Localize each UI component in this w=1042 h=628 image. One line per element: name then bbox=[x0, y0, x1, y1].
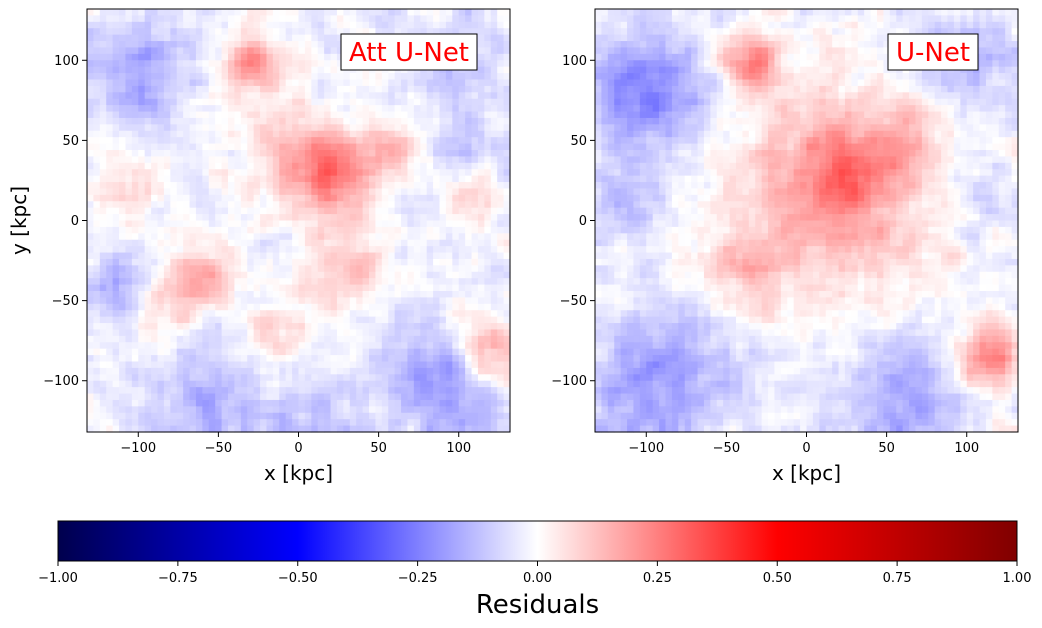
att-unet-y-ticks: −100 −50 0 50 100 bbox=[43, 54, 87, 389]
x-tick-label: 100 bbox=[446, 441, 471, 456]
unet-heatmap bbox=[595, 9, 1019, 433]
x-tick-label: 0 bbox=[294, 441, 302, 456]
colorbar-tick-label: −0.50 bbox=[278, 571, 318, 586]
y-tick-label: 50 bbox=[570, 134, 587, 149]
x-tick-label: 100 bbox=[954, 441, 979, 456]
att-unet-y-axis-label: y [kpc] bbox=[7, 186, 31, 255]
att-unet-title: Att U-Net bbox=[349, 38, 469, 68]
colorbar-tick-label: −0.75 bbox=[158, 571, 198, 586]
x-tick-label: 0 bbox=[802, 441, 810, 456]
x-tick-label: −50 bbox=[205, 441, 232, 456]
unet-title-box bbox=[887, 33, 979, 71]
y-tick-label: 50 bbox=[62, 134, 79, 149]
x-tick-label: 50 bbox=[370, 441, 387, 456]
colorbar-gradient bbox=[57, 520, 1018, 562]
colorbar-tick-label: 0.50 bbox=[763, 571, 792, 586]
att-unet-x-axis-label: x [kpc] bbox=[264, 461, 333, 485]
colorbar-tick-label: 0.75 bbox=[883, 571, 912, 586]
unet-x-axis-label: x [kpc] bbox=[772, 461, 841, 485]
colorbar-label: Residuals bbox=[476, 590, 599, 620]
unet-y-ticks: −100 −50 0 50 100 bbox=[551, 54, 595, 389]
y-tick-label: 0 bbox=[579, 214, 587, 229]
y-tick-label: −100 bbox=[43, 374, 79, 389]
att-unet-title-box bbox=[340, 33, 478, 71]
colorbar-ticks: −1.00 −0.75 −0.50 −0.25 0.00 0.25 0.50 0.75 1.00 bbox=[38, 561, 1031, 586]
y-tick-label: 0 bbox=[71, 214, 79, 229]
y-tick-label: 100 bbox=[562, 54, 587, 69]
unet-title: U-Net bbox=[896, 38, 970, 68]
colorbar: −1.00 −0.75 −0.50 −0.25 0.00 0.25 0.50 0.75 1.00… bbox=[38, 520, 1031, 620]
colorbar-tick-label: 0.25 bbox=[643, 571, 672, 586]
colorbar-tick-label: 1.00 bbox=[1003, 571, 1032, 586]
x-tick-label: −100 bbox=[120, 441, 156, 456]
y-tick-label: −50 bbox=[52, 294, 79, 309]
att-unet-panel: −100 −50 0 50 100 −100 −50 0 50 100 Att U-Net x … bbox=[7, 8, 511, 485]
x-tick-label: −100 bbox=[628, 441, 664, 456]
att-unet-heatmap bbox=[87, 9, 511, 433]
att-unet-x-ticks: −100 −50 0 50 100 bbox=[120, 432, 471, 456]
unet-panel: −100 −50 0 50 100 −100 −50 0 50 100 U-Net x [kpc… bbox=[551, 8, 1019, 485]
unet-x-ticks: −100 −50 0 50 100 bbox=[628, 432, 979, 456]
y-tick-label: 100 bbox=[54, 54, 79, 69]
colorbar-tick-label: −1.00 bbox=[38, 571, 78, 586]
x-tick-label: 50 bbox=[878, 441, 895, 456]
colorbar-tick-label: 0.00 bbox=[523, 571, 552, 586]
y-tick-label: −100 bbox=[551, 374, 587, 389]
colorbar-tick-label: −0.25 bbox=[398, 571, 438, 586]
y-tick-label: −50 bbox=[560, 294, 587, 309]
x-tick-label: −50 bbox=[713, 441, 740, 456]
